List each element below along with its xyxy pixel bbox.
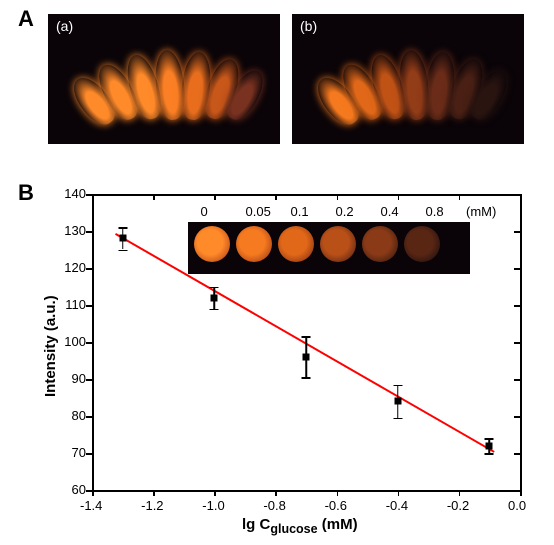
inset-unit-label: (mM) <box>466 204 496 219</box>
error-cap <box>302 377 311 379</box>
y-tick <box>514 305 520 307</box>
y-tick <box>86 416 92 418</box>
y-tick <box>86 490 92 492</box>
data-point <box>303 353 310 360</box>
y-tick <box>86 342 92 344</box>
error-cap <box>118 227 127 229</box>
error-cap <box>393 385 402 387</box>
y-tick-label: 130 <box>58 223 86 238</box>
error-cap <box>485 438 494 440</box>
y-tick-label: 70 <box>58 445 86 460</box>
y-tick <box>514 268 520 270</box>
y-tick <box>514 453 520 455</box>
x-tick-label: -1.0 <box>202 498 224 513</box>
x-tick <box>398 194 400 200</box>
y-tick <box>86 194 92 196</box>
y-tick <box>86 231 92 233</box>
y-tick-label: 120 <box>58 260 86 275</box>
y-tick-label: 60 <box>58 482 86 497</box>
data-point <box>119 235 126 242</box>
x-tick <box>153 490 155 496</box>
y-tick <box>514 342 520 344</box>
y-tick-label: 80 <box>58 408 86 423</box>
inset-dot <box>278 226 314 262</box>
inset-conc-label: 0.1 <box>291 204 309 219</box>
y-tick <box>514 231 520 233</box>
figure-root: A (a) (b) B -1.4-1.2-1.0-0.8-0.6-0.4-0.2… <box>0 0 554 545</box>
x-tick <box>520 194 522 200</box>
x-tick <box>337 194 339 200</box>
error-cap <box>210 287 219 289</box>
y-axis <box>92 194 94 490</box>
y-tick-label: 140 <box>58 186 86 201</box>
x-tick-label: -0.8 <box>263 498 285 513</box>
y-tick <box>86 305 92 307</box>
error-cap <box>485 453 494 455</box>
x-tick <box>153 194 155 200</box>
x-tick-label: 0.0 <box>508 498 526 513</box>
x-tick-label: -0.2 <box>447 498 469 513</box>
inset-conc-label: 0.4 <box>381 204 399 219</box>
x-tick <box>275 194 277 200</box>
x-tick <box>214 490 216 496</box>
x-tick <box>459 194 461 200</box>
x-tick <box>92 490 94 496</box>
xlabel-pre: lg C <box>242 516 270 533</box>
y-axis-title: Intensity (a.u.) <box>42 295 59 397</box>
y-tick-label: 110 <box>58 297 86 312</box>
x-axis-top <box>92 194 520 196</box>
y-tick-label: 90 <box>58 371 86 386</box>
inset-conc-label: 0.05 <box>246 204 271 219</box>
x-tick <box>398 490 400 496</box>
data-point <box>211 294 218 301</box>
inset-dot <box>194 226 230 262</box>
x-tick <box>214 194 216 200</box>
xlabel-sub: glucose <box>270 522 317 536</box>
y-tick-label: 100 <box>58 334 86 349</box>
inset-conc-label: 0.8 <box>426 204 444 219</box>
x-tick <box>337 490 339 496</box>
x-tick-label: -0.6 <box>325 498 347 513</box>
y-tick <box>514 490 520 492</box>
inset-dot <box>362 226 398 262</box>
y-tick <box>514 194 520 196</box>
panel-b-plot: -1.4 -1.2 -1.0 -0.8 -0.6 -0.4 -0.2 0.0 60 70 80 90 1… <box>0 0 554 545</box>
x-tick <box>92 194 94 200</box>
error-cap <box>210 309 219 311</box>
x-tick <box>520 490 522 496</box>
x-tick-label: -0.4 <box>386 498 408 513</box>
x-tick-label: -1.2 <box>141 498 163 513</box>
inset-dot <box>404 226 440 262</box>
x-tick <box>275 490 277 496</box>
y-tick <box>514 379 520 381</box>
inset-dot <box>236 226 272 262</box>
data-point <box>486 442 493 449</box>
inset-strip <box>188 222 470 274</box>
inset-dot <box>320 226 356 262</box>
data-point <box>394 398 401 405</box>
inset-conc-label: 0.2 <box>336 204 354 219</box>
inset-conc-label: 0 <box>201 204 208 219</box>
error-cap <box>118 250 127 252</box>
y-axis-right <box>520 194 522 490</box>
y-tick <box>86 268 92 270</box>
y-tick <box>514 416 520 418</box>
x-axis <box>92 490 520 492</box>
x-axis-title: lg Cglucose (mM) <box>242 516 358 536</box>
y-tick <box>86 453 92 455</box>
y-tick <box>86 379 92 381</box>
x-tick-label: -1.4 <box>80 498 102 513</box>
error-cap <box>393 418 402 420</box>
error-cap <box>302 336 311 338</box>
x-tick <box>459 490 461 496</box>
xlabel-post: (mM) <box>318 516 358 533</box>
